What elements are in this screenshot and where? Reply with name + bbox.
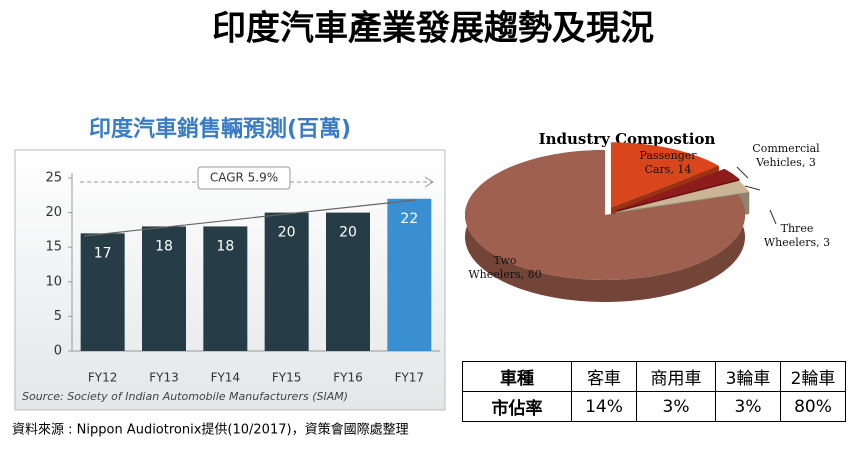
bar [142,226,186,351]
bar-value-label: 20 [278,225,296,241]
bar [264,212,309,351]
bar [80,233,125,351]
cagr-box [197,166,291,190]
table-cell: 3% [715,391,781,422]
table-cell: 3輪車 [715,361,781,392]
share-table: 車種 客車 商用車 3輪車 2輪車 市佔率 14% 3% 3% 80% [462,361,846,422]
pie-data-label: Passenger Cars, 14 [639,149,697,176]
source-note: Source: Society of Indian Automobile Man… [22,390,348,403]
table-cell: 3% [636,391,716,422]
x-tick-label: FY14 [211,371,241,385]
cagr-label: CAGR 5.9% [210,171,278,185]
trend-line [83,199,416,237]
table-cell: 市佔率 [462,391,572,422]
pie-slice [616,180,750,213]
y-tick-label: 0 [54,344,62,359]
leader-line [736,166,777,225]
bar [203,226,248,351]
pie-title: Industry Compostion [539,130,716,148]
slide-title: 印度汽車產業發展趨勢及現況 [212,9,654,49]
x-tick-label: FY15 [272,371,302,385]
cagr-arrowhead [424,176,434,188]
pie-slice [465,150,745,280]
bar-value-label: 22 [400,211,418,227]
x-tick-label: FY12 [88,371,118,385]
y-tick-label: 5 [54,309,62,324]
table-header: 車種 客車 商用車 3輪車 2輪車 [462,361,846,392]
table-cell: 14% [571,391,637,422]
x-tick-label: FY17 [395,371,425,385]
table-cell: 商用車 [636,361,716,392]
table-cell: 客車 [571,361,637,392]
y-tick-label: 15 [45,240,62,255]
pie-data-label: Commercial Vehicles, 3 [752,142,820,169]
pie-slice [616,168,740,211]
bar-title: 印度汽車銷售輛預測(百萬) [89,116,351,142]
bar-value-label: 18 [155,238,173,254]
table-cell: 車種 [462,361,572,392]
y-tick-label: 10 [45,274,62,289]
y-tick-label: 25 [45,171,62,186]
table-cell: 2輪車 [780,361,846,392]
pie-data-label: Two Wheelers, 80 [468,254,542,281]
x-tick-label: FY16 [333,371,363,385]
bar-value-label: 18 [216,238,234,254]
table-row: 市佔率 14% 3% 3% 80% [462,391,846,422]
pie-data-label: Three Wheelers, 3 [763,222,831,249]
footnote: 資料來源 : Nippon Audiotronix提供(10/2017)，資策會… [12,422,409,438]
table-cell: 80% [780,391,846,422]
x-tick-label: FY13 [149,371,179,385]
pie-slice [610,142,719,208]
bar [387,198,432,351]
bar-value-label: 20 [339,225,357,241]
y-tick-label: 20 [45,205,62,220]
bar [326,212,370,351]
bar-value-label: 17 [94,245,112,261]
